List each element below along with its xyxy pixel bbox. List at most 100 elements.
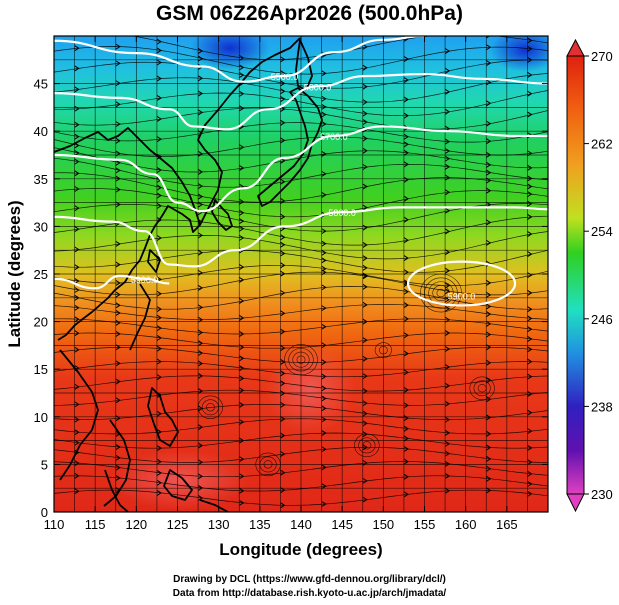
streamline-arrow: [239, 225, 245, 232]
streamline-arrow: [403, 133, 409, 140]
streamline-arrow: [156, 358, 162, 365]
y-axis-label: Latitude (degrees): [5, 200, 24, 347]
streamline-arrow: [486, 455, 492, 462]
streamline-arrow: [156, 410, 162, 417]
streamline-arrow: [527, 336, 533, 342]
streamline-arrow: [486, 331, 492, 338]
streamline-arrow: [239, 298, 245, 304]
streamline-arrow: [197, 150, 204, 157]
streamline-arrow: [280, 345, 286, 352]
streamline-arrow: [280, 451, 286, 457]
streamline-arrow: [321, 121, 327, 127]
contour-label: 5700.0: [320, 132, 348, 142]
y-tick-label: 0: [41, 505, 48, 520]
colorbar-gradient: [566, 55, 585, 495]
streamline-arrow: [156, 75, 162, 82]
streamline-arrow: [444, 473, 451, 479]
warm-core-shading: [265, 345, 355, 435]
cold-core-shading-east: [490, 36, 548, 72]
streamline-arrow: [362, 420, 368, 427]
streamline-arrow: [362, 400, 368, 407]
streamline-arrow: [239, 387, 245, 394]
streamline-arrow: [156, 59, 162, 66]
streamline-arrow: [444, 450, 451, 457]
streamline-arrow: [156, 458, 162, 465]
streamline-arrow: [280, 234, 286, 241]
contour-label: 5900.0: [131, 275, 159, 285]
streamline-arrow: [115, 464, 121, 471]
contour-line: [54, 125, 548, 213]
streamline-arrow: [321, 501, 327, 507]
y-tick-label: 30: [34, 219, 48, 234]
streamline-arrow: [197, 473, 204, 480]
streamline-arrow: [197, 193, 204, 200]
streamline-arrow: [321, 228, 327, 235]
streamline-arrow: [239, 264, 245, 271]
eddy-streamline: [206, 403, 215, 412]
streamline-arrow: [74, 472, 80, 479]
x-tick-label: 165: [496, 517, 518, 532]
streamline-arrow: [486, 303, 492, 310]
streamline-arrow: [74, 133, 80, 140]
streamline-arrow: [527, 444, 533, 451]
streamline-arrow: [115, 280, 121, 286]
streamline-arrow: [362, 183, 368, 190]
streamline-arrow: [156, 325, 162, 332]
closed-contour-line: [406, 260, 517, 307]
streamline-arrow: [321, 373, 327, 380]
eddy-streamline: [354, 433, 380, 458]
streamline-arrow: [321, 446, 327, 453]
streamline-arrow: [527, 428, 533, 435]
streamline-arrow: [362, 283, 368, 290]
streamline-arrow: [362, 135, 368, 142]
streamline-arrow: [156, 192, 162, 199]
streamline-arrow: [403, 77, 409, 83]
streamline-arrow: [527, 459, 533, 466]
streamline-arrow: [239, 315, 245, 321]
streamline-arrow: [362, 444, 368, 451]
credit-data-source: Data from http://database.rish.kyoto-u.a…: [172, 588, 447, 599]
streamline-arrow: [362, 264, 368, 271]
streamline-arrow: [280, 96, 286, 102]
colorbar-tick-label: 238: [591, 399, 613, 414]
streamline-arrow: [527, 72, 533, 78]
streamline-arrow: [444, 305, 451, 312]
streamline-arrow: [197, 168, 204, 175]
streamline-arrow: [486, 169, 492, 176]
streamline-arrow: [156, 345, 162, 352]
streamline-arrow: [362, 119, 368, 125]
streamline-arrow: [75, 28, 79, 33]
streamline-arrow: [321, 405, 327, 412]
streamline-arrow: [197, 459, 204, 466]
streamline-arrow: [527, 490, 533, 497]
streamline-arrow: [486, 219, 492, 226]
streamline-arrow: [486, 239, 492, 246]
streamline-arrow: [115, 302, 121, 309]
x-tick-label: 120: [125, 517, 147, 532]
colorbar-tick-label: 246: [591, 312, 613, 327]
streamline-arrow: [444, 228, 451, 235]
streamline-arrow: [321, 385, 327, 392]
streamline-arrow: [321, 103, 327, 110]
streamline-arrow: [527, 373, 533, 380]
streamline-arrow: [486, 359, 492, 366]
streamline-arrow: [403, 332, 409, 339]
streamline-arrow: [239, 144, 245, 151]
streamline-arrow: [156, 306, 162, 313]
streamline-arrow: [403, 402, 409, 409]
streamline-arrow: [74, 346, 80, 353]
streamline-arrow: [115, 319, 121, 326]
streamline-arrow: [156, 116, 162, 122]
streamline-arrow: [362, 224, 368, 231]
streamline-arrow: [486, 444, 492, 451]
streamline-arrow: [74, 205, 80, 212]
streamline-arrow: [197, 304, 204, 311]
streamline-arrow: [74, 170, 80, 177]
streamline-arrow: [362, 477, 368, 484]
streamline-arrow: [486, 44, 492, 51]
streamline-arrow: [403, 302, 409, 309]
streamline-arrow: [527, 358, 533, 365]
streamline-arrow: [321, 191, 327, 198]
streamline-arrow: [197, 269, 204, 276]
streamline-arrow: [239, 375, 245, 382]
